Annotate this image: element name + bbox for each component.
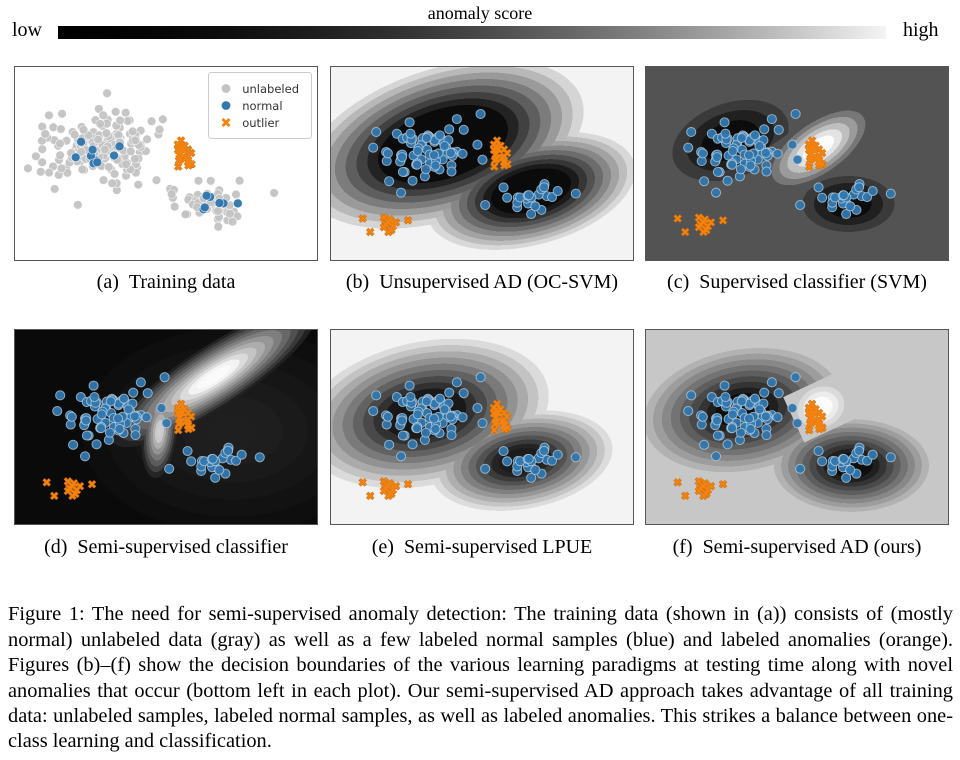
panel-f-semisupervised-ad-ours: [645, 329, 949, 525]
colorbar-title: anomaly score: [427, 3, 533, 23]
figure-caption: Figure 1: The need for semi-supervised a…: [8, 603, 953, 753]
legend-label-normal: normal: [242, 98, 283, 113]
colorbar-gradient: [58, 26, 886, 39]
panel-b-unsupervised-ad: [330, 66, 634, 261]
outlier-x-icon: [221, 118, 231, 127]
caption-panel-e: (e) Semi-supervised LPUE: [371, 536, 593, 558]
panel-f-points: [673, 372, 896, 501]
caption-panel-d: (d) Semi-supervised classifier: [44, 536, 288, 558]
legend-label-outlier: outlier: [242, 115, 280, 130]
panel-d-semisupervised-classifier: [14, 329, 318, 525]
colorbar-low-label: low: [12, 19, 42, 41]
panel-e-points: [358, 372, 581, 501]
colorbar-high-label: high: [903, 19, 939, 41]
legend-item-normal: normal: [218, 97, 299, 114]
caption-panel-f: (f) Semi-supervised AD (ours): [672, 536, 922, 558]
panel-c-points: [673, 108, 896, 237]
caption-panel-c: (c) Supervised classifier (SVM): [667, 271, 927, 293]
panel-a-points: [23, 88, 279, 232]
panel-a-training-data: unlabeled normal outlier: [14, 66, 318, 261]
panel-e-semisupervised-lpue: [330, 329, 634, 525]
panel-c-supervised-svm: [645, 66, 949, 261]
legend-item-unlabeled: unlabeled: [218, 80, 299, 97]
panel-d-points: [42, 372, 265, 501]
legend-label-unlabeled: unlabeled: [242, 81, 299, 96]
caption-panel-b: (b) Unsupervised AD (OC-SVM): [345, 271, 619, 293]
unlabeled-circle-icon: [221, 84, 231, 93]
panel-b-points: [358, 108, 581, 237]
scatter-legend: unlabeled normal outlier: [208, 72, 312, 139]
legend-item-outlier: outlier: [218, 114, 299, 131]
caption-panel-a: (a) Training data: [96, 271, 236, 293]
normal-circle-icon: [221, 101, 231, 110]
